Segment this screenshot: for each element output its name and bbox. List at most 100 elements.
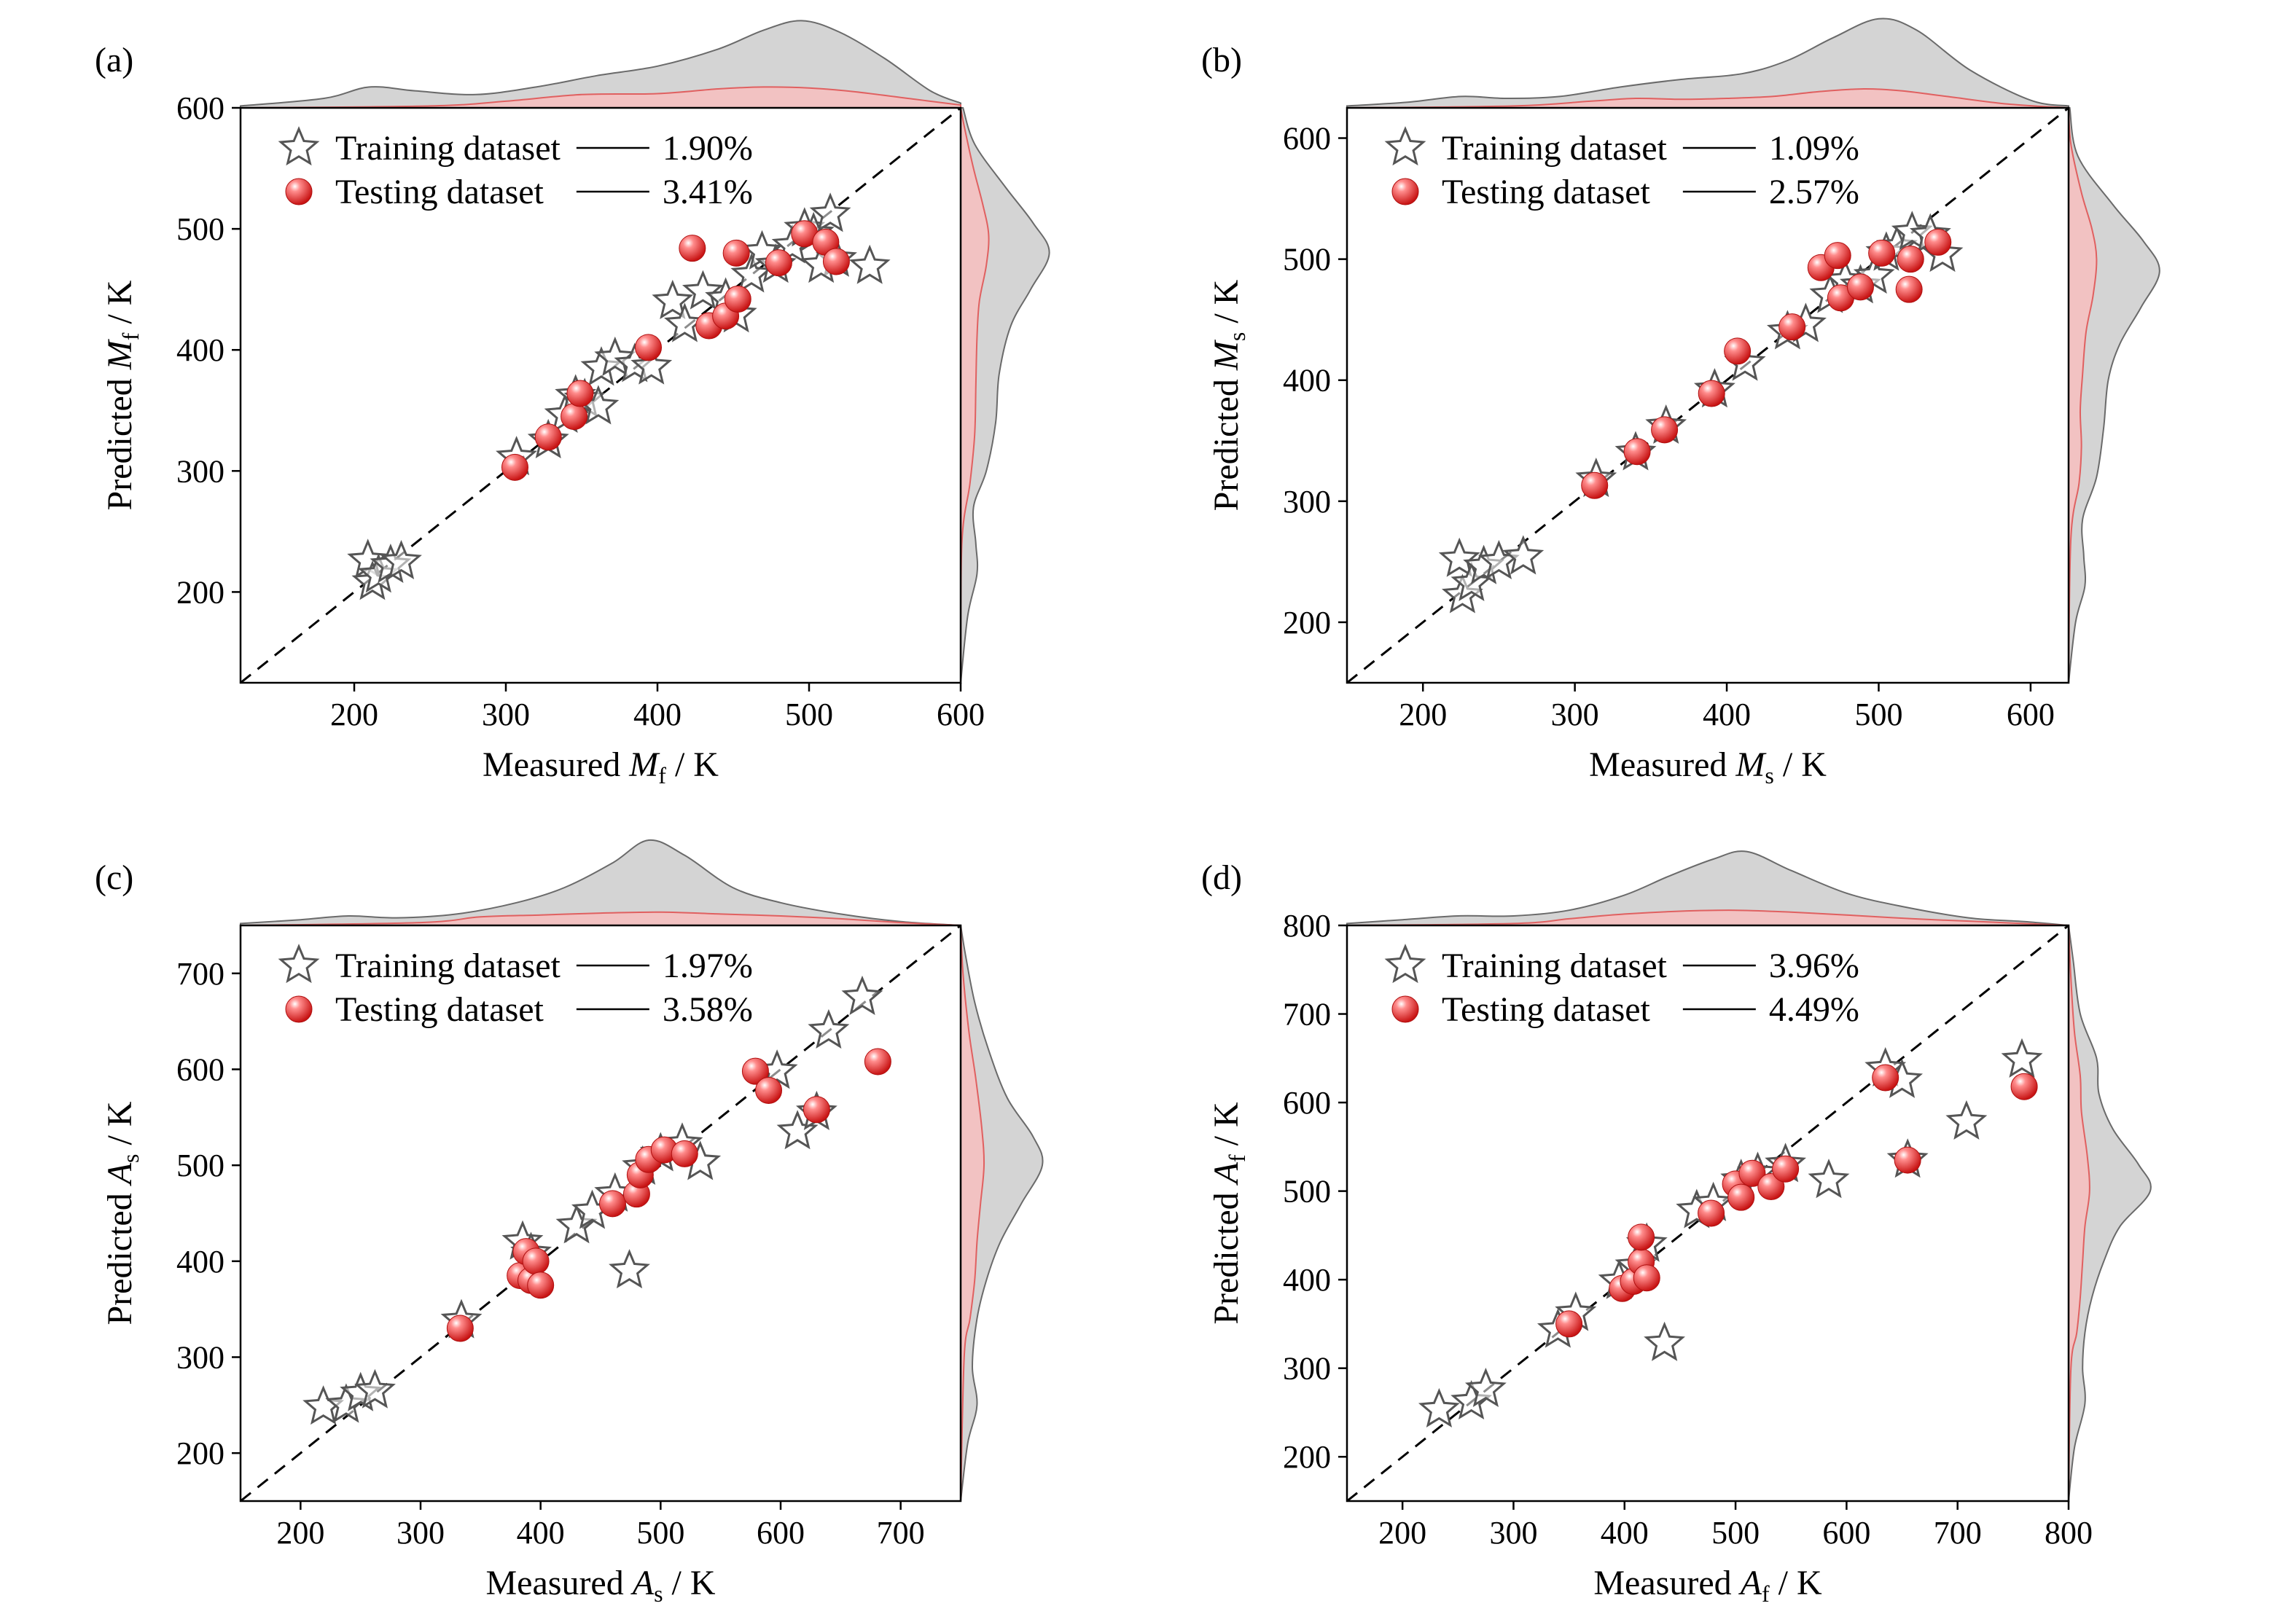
- training-point: [1438, 537, 1480, 577]
- x-tick-label: 200: [276, 1515, 324, 1551]
- training-point: [354, 1368, 396, 1409]
- legend: Training dataset Testing dataset 1.09% 2.57…: [1384, 126, 1859, 211]
- y-tick-label: 400: [1283, 363, 1331, 399]
- y-tick-label: 500: [1283, 1174, 1331, 1210]
- y-axis-sep: /: [1207, 305, 1246, 332]
- x-axis-unit: K: [1797, 1564, 1822, 1602]
- testing-point: [1633, 1264, 1660, 1292]
- right-density-training: [960, 925, 1044, 1502]
- training-point: [808, 1008, 850, 1049]
- y-axis-subscript: f: [117, 332, 144, 340]
- training-point: [841, 975, 883, 1015]
- y-axis-sep: /: [101, 305, 139, 332]
- top-density: [240, 20, 961, 109]
- x-tick-label: 400: [633, 697, 682, 732]
- testing-point: [534, 423, 562, 451]
- x-axis-symbol: M: [1735, 745, 1767, 784]
- top-density-testing: [1346, 909, 2069, 926]
- legend-testing-marker: [1391, 995, 1419, 1023]
- testing-point: [527, 1272, 555, 1299]
- x-tick-label: 500: [1711, 1515, 1760, 1551]
- right-density-testing: [960, 107, 990, 683]
- x-tick-label: 400: [1703, 697, 1751, 732]
- testing-point: [864, 1048, 891, 1076]
- legend-value: 1.97%: [663, 947, 753, 985]
- y-axis-label: Predicted: [1207, 1192, 1246, 1324]
- testing-point: [1651, 416, 1679, 444]
- x-tick-label: 400: [1601, 1515, 1649, 1551]
- panel-label: (b): [1201, 41, 1242, 79]
- testing-point: [1868, 239, 1896, 267]
- training-point: [652, 279, 694, 319]
- series-testing: [1555, 1064, 2038, 1338]
- x-tick-label: 300: [1551, 697, 1599, 732]
- legend-testing-label: Testing dataset: [1442, 990, 1651, 1029]
- x-axis-subscript: f: [1762, 1580, 1770, 1607]
- legend-value: 4.49%: [1769, 990, 1859, 1029]
- top-density-training: [240, 839, 961, 926]
- y-tick-label: 500: [176, 211, 224, 247]
- x-axis-unit: K: [690, 1564, 716, 1602]
- y-tick-label: 500: [1283, 242, 1331, 278]
- testing-point: [755, 1076, 783, 1104]
- testing-point: [561, 403, 588, 431]
- y-axis-space: [1207, 370, 1246, 379]
- y-axis-symbol: M: [101, 338, 139, 370]
- legend-training-label: Training dataset: [335, 947, 561, 985]
- x-tick-label: 500: [1854, 697, 1902, 732]
- x-tick-label: 600: [937, 697, 985, 732]
- legend-value: 2.57%: [1769, 173, 1859, 211]
- training-point: [848, 244, 891, 284]
- y-axis-title: Predicted Af / K: [1207, 1102, 1250, 1325]
- testing-point: [679, 235, 706, 262]
- training-point: [2001, 1038, 2043, 1078]
- x-axis-title: Measured As / K: [485, 1564, 715, 1607]
- right-density-training: [2068, 925, 2152, 1502]
- y-tick-label: 200: [1283, 1439, 1331, 1475]
- testing-point: [1581, 471, 1609, 499]
- top-density: [1346, 850, 2069, 926]
- x-axis-sep: /: [1774, 745, 1801, 784]
- y-axis-label: Predicted: [101, 1193, 139, 1325]
- y-tick-label: 600: [176, 90, 224, 126]
- y-axis-sep: /: [101, 1127, 139, 1153]
- x-axis-sep: /: [1770, 1564, 1797, 1602]
- testing-point: [1772, 1155, 1800, 1183]
- top-density: [1346, 17, 2069, 109]
- testing-point: [1778, 313, 1806, 341]
- testing-point: [1757, 1173, 1785, 1201]
- testing-point: [1555, 1310, 1583, 1338]
- testing-point: [522, 1247, 550, 1275]
- panel-label: (a): [95, 41, 133, 79]
- x-tick-label: 700: [877, 1515, 925, 1551]
- training-point: [1464, 1368, 1507, 1408]
- right-density-testing: [960, 925, 985, 1502]
- training-point: [1945, 1100, 1988, 1140]
- testing-point: [741, 1057, 769, 1085]
- y-tick-label: 500: [176, 1148, 224, 1183]
- x-axis-space: [624, 1564, 633, 1602]
- y-tick-label: 600: [1283, 121, 1331, 157]
- legend-testing-label: Testing dataset: [335, 990, 544, 1029]
- x-axis-label: Measured: [1589, 745, 1727, 784]
- x-axis-title: Measured Mf / K: [483, 745, 719, 788]
- y-tick-label: 200: [1283, 605, 1331, 640]
- legend-testing-marker: [1391, 178, 1419, 205]
- x-axis-symbol: M: [628, 745, 660, 784]
- testing-point: [1724, 337, 1752, 365]
- x-tick-label: 300: [482, 697, 530, 732]
- top-density-testing: [240, 911, 961, 926]
- x-tick-label: 700: [1934, 1515, 1982, 1551]
- x-tick-label: 300: [397, 1515, 445, 1551]
- legend-value: 1.90%: [663, 129, 753, 168]
- x-axis-space: [1727, 745, 1735, 784]
- training-point: [609, 1249, 650, 1289]
- training-point: [1808, 1159, 1850, 1199]
- y-axis-symbol: M: [1207, 339, 1246, 371]
- x-axis-label: Measured: [1593, 1564, 1731, 1602]
- top-density-training: [1346, 17, 2069, 109]
- legend-training-label: Training dataset: [335, 129, 561, 168]
- legend-training-marker: [1384, 944, 1426, 984]
- testing-point: [1698, 1199, 1725, 1227]
